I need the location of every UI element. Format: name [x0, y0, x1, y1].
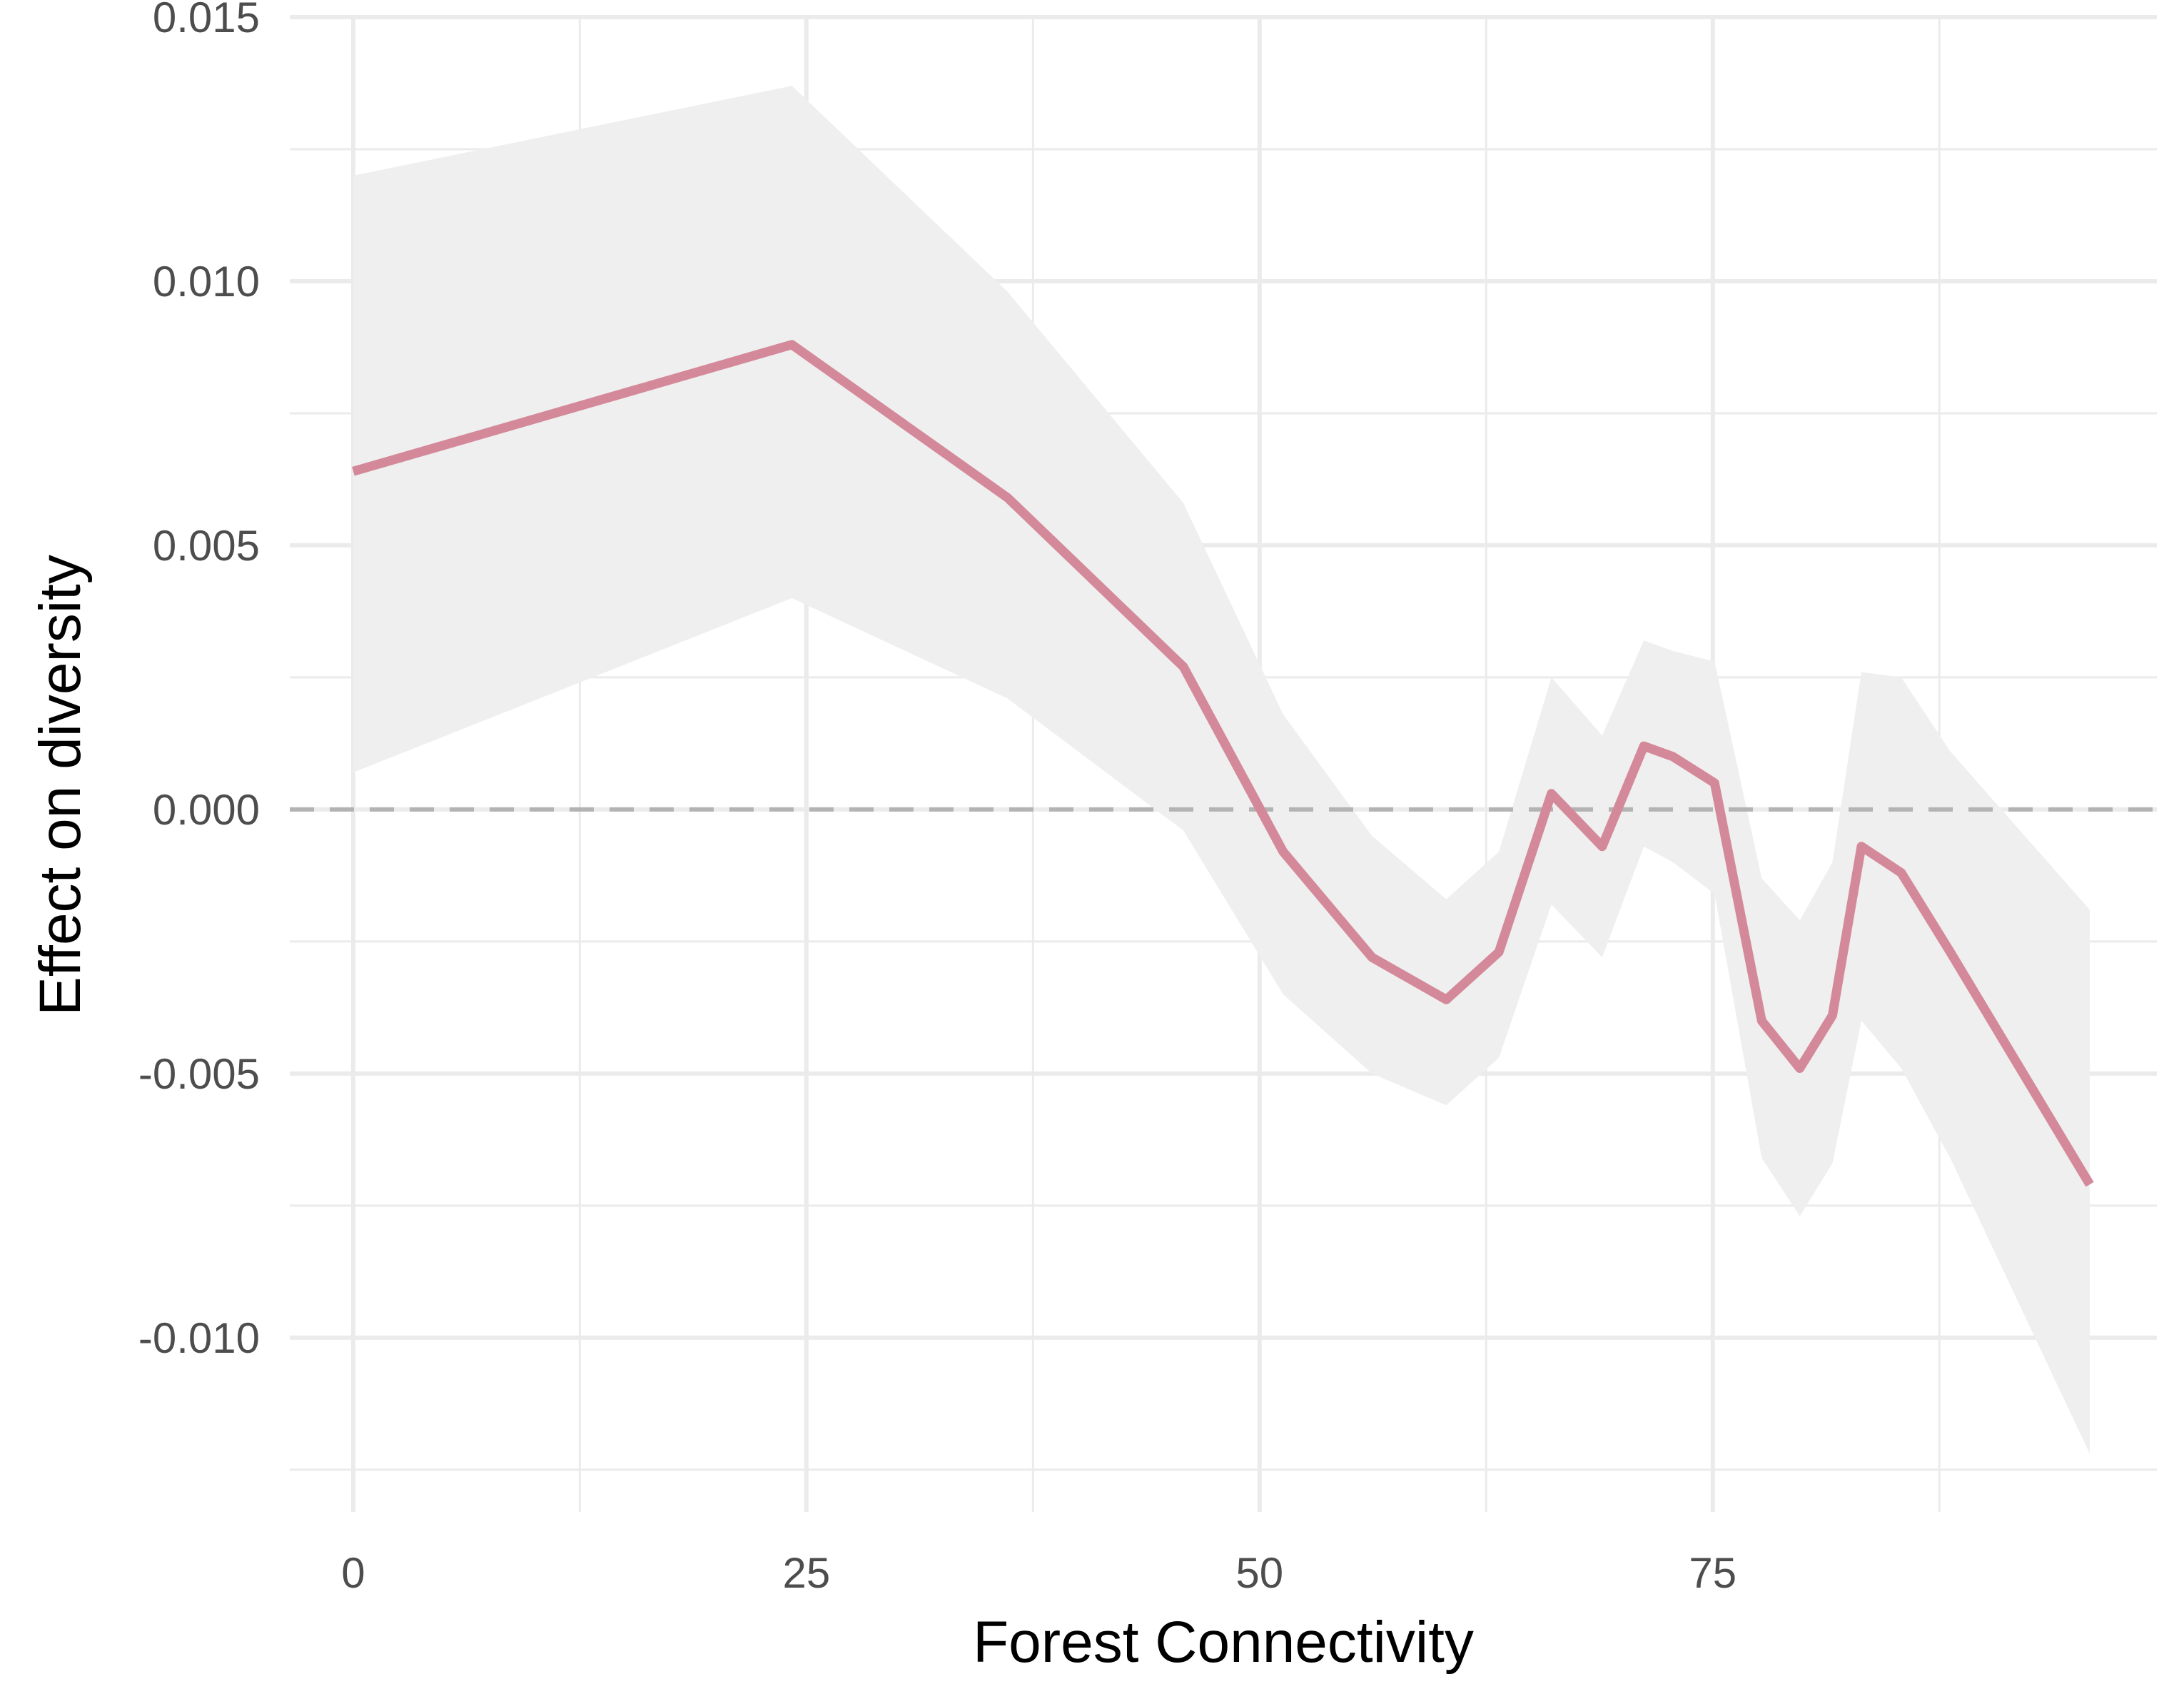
y-tick-labels: -0.010 -0.005 0.000 0.005 0.010 0.015	[138, 0, 260, 1362]
y-tick-label: 0.005	[153, 522, 260, 570]
y-tick-label: -0.010	[138, 1314, 260, 1362]
x-axis-title: Forest Connectivity	[973, 1610, 1474, 1675]
series-lines	[352, 340, 2094, 1187]
confidence-ribbons	[353, 86, 2091, 1454]
x-tick-label: 50	[1235, 1549, 1283, 1597]
confidence-ribbon	[353, 86, 2091, 1454]
x-tick-label: 0	[341, 1549, 365, 1597]
y-tick-label: 0.010	[153, 258, 260, 306]
effect-line	[352, 340, 2094, 1187]
y-tick-label: 0.015	[153, 0, 260, 41]
y-tick-label: 0.000	[153, 786, 260, 834]
x-tick-label: 75	[1689, 1549, 1736, 1597]
x-tick-labels: 0 25 50 75	[341, 1549, 1736, 1597]
y-axis-title: Effect on diversity	[28, 555, 93, 1016]
x-tick-label: 25	[782, 1549, 830, 1597]
y-tick-label: -0.005	[138, 1050, 260, 1098]
